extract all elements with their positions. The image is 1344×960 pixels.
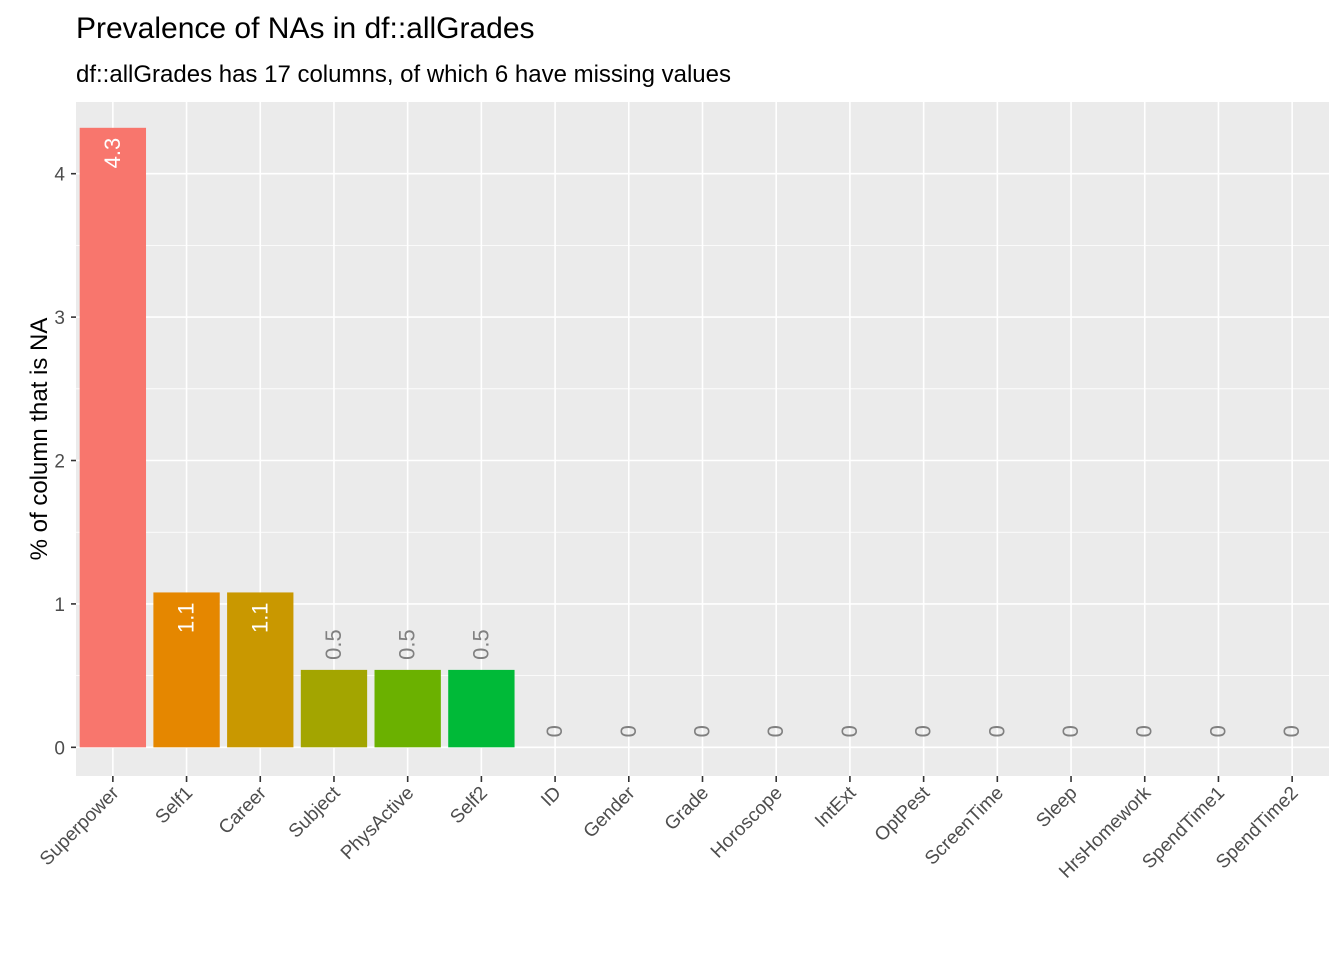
y-tick-label: 3	[54, 308, 65, 329]
bar-career	[227, 592, 294, 748]
bar-value-label: 0	[690, 725, 715, 737]
bar-subject	[300, 669, 368, 748]
bar-value-label: 0	[837, 725, 862, 737]
bar-value-label: 1.1	[174, 602, 199, 633]
x-tick-label: Sleep	[1032, 783, 1081, 832]
bar-value-label: 0	[542, 725, 567, 737]
x-tick-label: IntExt	[811, 782, 861, 832]
y-tick-label: 1	[54, 595, 65, 616]
y-axis-label: % of column that is NA	[26, 318, 53, 561]
bar-self1	[153, 592, 220, 748]
x-tick-label: Subject	[285, 782, 345, 842]
bar-value-label: 0	[1132, 725, 1157, 737]
bar-value-label: 0	[911, 725, 936, 737]
x-tick-label: OptPest	[871, 782, 935, 846]
bar-value-label: 4.3	[100, 138, 125, 169]
bar-superpower	[79, 127, 147, 748]
bars	[79, 127, 515, 748]
bar-value-label: 0	[616, 725, 641, 737]
bar-physactive	[374, 669, 441, 748]
x-tick-label: ScreenTime	[921, 783, 1008, 870]
x-tick-label: ID	[537, 783, 565, 811]
x-tick-label: Self2	[446, 783, 491, 828]
chart-subtitle: df::allGrades has 17 columns, of which 6…	[76, 61, 731, 88]
chart-title: Prevalence of NAs in df::allGrades	[76, 12, 535, 45]
x-tick-label: Career	[215, 782, 271, 838]
bar-value-label: 0.5	[321, 629, 346, 660]
bar-value-label: 0	[763, 725, 788, 737]
x-tick-label: Horoscope	[707, 783, 787, 863]
bar-value-label: 0	[984, 725, 1009, 737]
bar-value-label: 0.5	[395, 629, 420, 660]
x-tick-label: Self1	[152, 783, 197, 828]
x-tick-label: Grade	[661, 783, 713, 835]
bar-value-label: 0.5	[468, 629, 493, 660]
y-axis: 0 1 2 3 4	[54, 165, 76, 759]
x-tick-label: Superpower	[36, 782, 124, 870]
bar-self2	[448, 669, 515, 748]
x-tick-label: Gender	[580, 782, 640, 842]
bar-value-label: 0	[1205, 725, 1230, 737]
bar-value-label: 0	[1058, 725, 1083, 737]
y-tick-label: 0	[54, 738, 65, 759]
y-tick-label: 4	[54, 165, 65, 186]
x-tick-label: PhysActive	[337, 783, 418, 864]
major-gridlines	[76, 102, 1329, 776]
y-tick-label: 2	[54, 452, 65, 473]
bar-value-label: 1.1	[247, 602, 272, 633]
bar-value-label: 0	[1279, 725, 1304, 737]
bar-labels: 4.3 1.1 1.1 0.5 0.5 0.5 0 0 0 0 0 0 0 0 0 0 0	[100, 138, 1304, 738]
